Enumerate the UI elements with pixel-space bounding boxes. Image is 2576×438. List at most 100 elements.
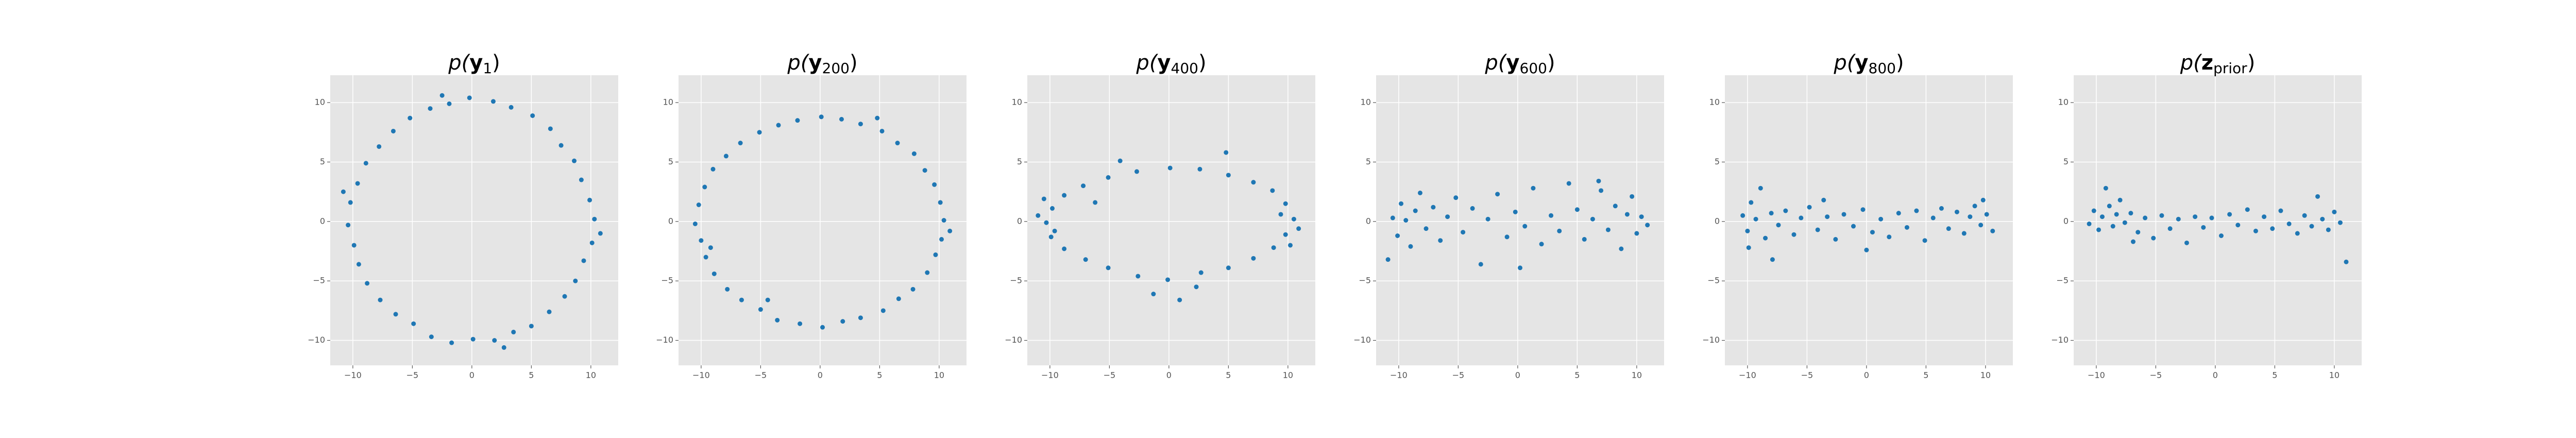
point — [1431, 205, 1436, 210]
point — [1062, 246, 1067, 251]
x-tick-label: 5 — [529, 370, 534, 380]
point — [703, 255, 708, 260]
x-tick-label: 0 — [818, 370, 823, 380]
point — [2087, 221, 2092, 226]
point — [348, 200, 353, 205]
point — [581, 258, 586, 263]
point — [1408, 244, 1413, 249]
point — [1791, 232, 1797, 237]
y-tick-label: 5 — [2063, 157, 2069, 166]
point — [439, 93, 445, 98]
x-tick-label: 0 — [1864, 370, 1869, 380]
point — [1518, 265, 1522, 271]
plot-background — [1027, 75, 1315, 365]
point — [2184, 240, 2189, 245]
point — [428, 106, 433, 111]
title-part: y — [469, 51, 483, 75]
title-part: ) — [492, 51, 500, 75]
point — [355, 181, 360, 186]
point — [2167, 226, 2173, 231]
point — [1978, 223, 1984, 228]
x-tick-label: −5 — [406, 370, 419, 380]
point — [1763, 235, 1768, 241]
point — [1851, 224, 1856, 229]
point — [699, 238, 704, 243]
point — [2096, 227, 2102, 232]
panel-title: p(y600) — [1484, 51, 1555, 77]
panel: −10 −5 0 5 10 −10 −5 0 5 10 p(y600) — [1353, 51, 1664, 380]
title-part: y — [808, 51, 822, 75]
x-tick-label: 0 — [2213, 370, 2218, 380]
x-tick-label: −10 — [344, 370, 362, 380]
x-tick-label: −10 — [1041, 370, 1059, 380]
point — [579, 177, 584, 182]
point — [723, 154, 728, 159]
point — [509, 105, 514, 110]
point — [1968, 214, 1973, 220]
plot-background — [1725, 75, 2013, 365]
x-tick-label: 5 — [877, 370, 882, 380]
point — [447, 101, 452, 106]
point — [2326, 227, 2331, 232]
point — [1783, 208, 1788, 213]
point — [1399, 201, 1404, 206]
point — [1860, 207, 1866, 212]
x-tick-label: 0 — [1515, 370, 1520, 380]
x-tick-label: 10 — [586, 370, 596, 380]
point — [2302, 213, 2307, 218]
point — [1864, 247, 1869, 252]
point — [941, 218, 946, 223]
point — [1825, 214, 1830, 220]
y-tick-label: −10 — [308, 335, 325, 345]
point — [408, 115, 413, 121]
point — [2099, 214, 2105, 220]
point — [2136, 230, 2141, 235]
point — [2143, 215, 2148, 221]
point — [1495, 192, 1500, 197]
point — [1198, 270, 1204, 275]
y-tick-label: −10 — [656, 335, 673, 345]
point — [391, 128, 396, 133]
title-part: 200 — [822, 60, 850, 77]
point — [1557, 228, 1562, 233]
point — [511, 329, 516, 334]
point — [1539, 242, 1544, 247]
point — [351, 243, 357, 248]
x-tick-label: 10 — [2329, 370, 2340, 380]
point — [2270, 226, 2275, 231]
point — [2218, 233, 2224, 238]
point — [1291, 216, 1296, 222]
y-tick-label: 10 — [1012, 97, 1022, 107]
point — [696, 203, 701, 208]
title-part: y — [1506, 51, 1519, 75]
title-part: ) — [1198, 51, 1207, 75]
title-part: y — [1855, 51, 1868, 75]
point — [880, 308, 886, 313]
point — [710, 166, 716, 172]
plot-background — [1376, 75, 1664, 365]
point — [356, 262, 361, 267]
point — [1226, 265, 1231, 271]
x-tick-label: 0 — [1166, 370, 1172, 380]
point — [1083, 257, 1088, 262]
point — [1251, 256, 1256, 261]
point — [1385, 257, 1391, 262]
point — [839, 116, 844, 122]
point — [2209, 215, 2214, 221]
point — [2159, 213, 2164, 218]
title-part: y — [1157, 51, 1171, 75]
point — [2227, 212, 2232, 217]
point — [1453, 195, 1459, 200]
point — [795, 118, 800, 123]
point — [1961, 231, 1967, 236]
x-tick-label: −10 — [1739, 370, 1756, 380]
point — [598, 231, 603, 236]
point — [587, 197, 592, 203]
point — [1513, 209, 1518, 214]
point — [2315, 194, 2320, 199]
point — [592, 216, 597, 222]
point — [708, 245, 713, 250]
point — [1413, 208, 1418, 213]
point — [2235, 223, 2241, 228]
point — [2103, 186, 2108, 191]
